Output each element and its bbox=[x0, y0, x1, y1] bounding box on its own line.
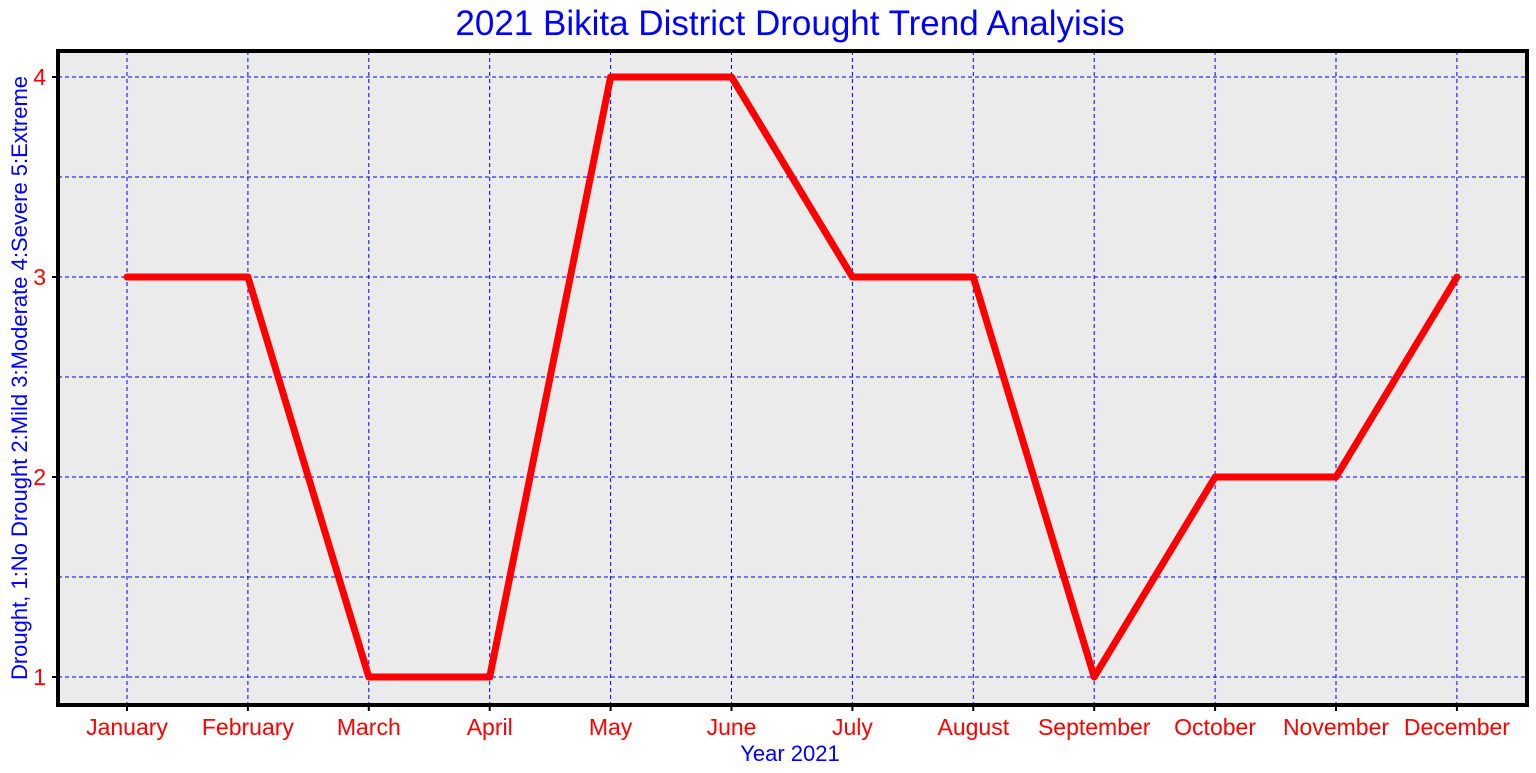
chart-title: 2021 Bikita District Drought Trend Analy… bbox=[455, 4, 1124, 43]
x-tick-label: August bbox=[937, 714, 1009, 740]
y-tick-label: 1 bbox=[33, 664, 46, 690]
x-tick-label: January bbox=[86, 714, 168, 740]
y-axis-label: Drought, 1:No Drought 2:Mild 3:Moderate … bbox=[7, 76, 32, 680]
y-tick-label: 2 bbox=[33, 464, 46, 490]
x-tick-label: March bbox=[337, 714, 401, 740]
series-line bbox=[123, 73, 1461, 681]
x-tick-label: July bbox=[832, 714, 873, 740]
plot-area bbox=[58, 51, 1527, 705]
x-tick-label: February bbox=[202, 714, 295, 740]
x-tick-label: June bbox=[707, 714, 757, 740]
x-tick-label: November bbox=[1283, 714, 1389, 740]
y-tick-label: 3 bbox=[33, 264, 46, 290]
x-tick-label: October bbox=[1174, 714, 1256, 740]
grid-lines bbox=[58, 51, 1527, 705]
x-tick-label: December bbox=[1404, 714, 1510, 740]
x-tick-label: September bbox=[1038, 714, 1151, 740]
x-axis-ticks: January February March April May June July Augu… bbox=[86, 705, 1510, 740]
plot-frame bbox=[56, 49, 1529, 707]
x-tick-label: May bbox=[589, 714, 633, 740]
y-tick-label: 4 bbox=[33, 64, 46, 90]
x-axis-label: Year 2021 bbox=[740, 741, 840, 766]
x-tick-label: April bbox=[467, 714, 513, 740]
y-axis-ticks: 1 2 3 4 bbox=[33, 64, 58, 690]
